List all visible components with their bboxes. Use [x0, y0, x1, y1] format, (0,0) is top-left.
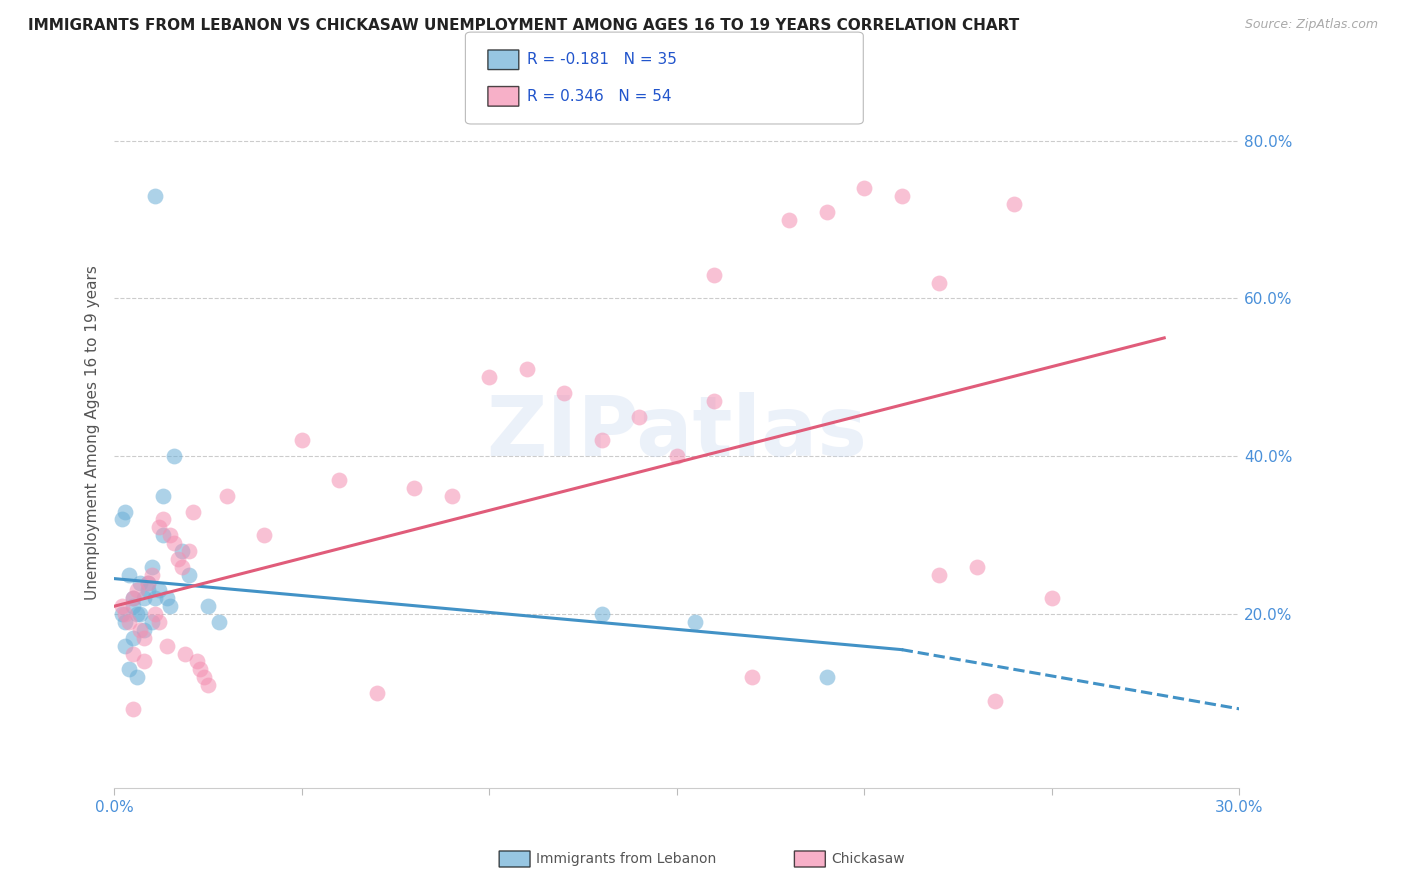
Point: [114, 504, 136, 518]
Point: [122, 591, 145, 606]
Point: [125, 583, 148, 598]
Point: [553, 386, 575, 401]
Point: [156, 639, 179, 653]
Point: [145, 591, 167, 606]
Point: [703, 268, 725, 282]
Point: [984, 694, 1007, 708]
Point: [167, 552, 190, 566]
Point: [253, 528, 276, 542]
Point: [129, 575, 152, 590]
Point: [122, 591, 145, 606]
Point: [366, 686, 388, 700]
Point: [122, 631, 145, 645]
Point: [890, 189, 912, 203]
Point: [111, 599, 134, 614]
Point: [516, 362, 538, 376]
Point: [152, 512, 174, 526]
Point: [328, 473, 350, 487]
Text: Immigrants from Lebanon: Immigrants from Lebanon: [536, 852, 716, 866]
Point: [291, 434, 314, 448]
Point: [186, 655, 208, 669]
Point: [118, 567, 141, 582]
Point: [129, 623, 152, 637]
Point: [197, 678, 219, 692]
Point: [152, 489, 174, 503]
Point: [141, 567, 163, 582]
Point: [591, 434, 613, 448]
Point: [1040, 591, 1063, 606]
Point: [478, 370, 501, 384]
Text: Chickasaw: Chickasaw: [831, 852, 904, 866]
Point: [111, 512, 134, 526]
Text: R = -0.181   N = 35: R = -0.181 N = 35: [527, 53, 678, 67]
Point: [404, 481, 426, 495]
Point: [170, 559, 193, 574]
Point: [163, 450, 186, 464]
Point: [125, 607, 148, 621]
Point: [152, 528, 174, 542]
Point: [122, 702, 145, 716]
Point: [114, 615, 136, 629]
Point: [966, 559, 988, 574]
Point: [170, 544, 193, 558]
Point: [741, 670, 763, 684]
Point: [815, 670, 838, 684]
Point: [208, 615, 231, 629]
Point: [148, 615, 170, 629]
Point: [141, 559, 163, 574]
Point: [197, 599, 219, 614]
Point: [136, 575, 159, 590]
Point: [181, 504, 204, 518]
Text: Source: ZipAtlas.com: Source: ZipAtlas.com: [1244, 18, 1378, 31]
Point: [141, 615, 163, 629]
Y-axis label: Unemployment Among Ages 16 to 19 years: Unemployment Among Ages 16 to 19 years: [86, 265, 100, 600]
Point: [148, 520, 170, 534]
Point: [193, 670, 215, 684]
Point: [928, 567, 950, 582]
Text: R = 0.346   N = 54: R = 0.346 N = 54: [527, 89, 672, 103]
Point: [156, 591, 179, 606]
Point: [134, 623, 156, 637]
Text: IMMIGRANTS FROM LEBANON VS CHICKASAW UNEMPLOYMENT AMONG AGES 16 TO 19 YEARS CORR: IMMIGRANTS FROM LEBANON VS CHICKASAW UNE…: [28, 18, 1019, 33]
Point: [179, 567, 201, 582]
Point: [114, 607, 136, 621]
Point: [148, 583, 170, 598]
Point: [440, 489, 463, 503]
Point: [118, 662, 141, 676]
Point: [129, 607, 152, 621]
Point: [215, 489, 238, 503]
Point: [111, 607, 134, 621]
Point: [118, 615, 141, 629]
Point: [853, 181, 876, 195]
Point: [114, 639, 136, 653]
Point: [134, 591, 156, 606]
Point: [928, 276, 950, 290]
Point: [136, 575, 159, 590]
Point: [163, 536, 186, 550]
Point: [591, 607, 613, 621]
Point: [145, 189, 167, 203]
Point: [122, 647, 145, 661]
Text: ZIPatlas: ZIPatlas: [486, 392, 868, 473]
Point: [815, 204, 838, 219]
Point: [1002, 196, 1025, 211]
Point: [190, 662, 212, 676]
Point: [122, 599, 145, 614]
Point: [778, 212, 800, 227]
Point: [159, 599, 181, 614]
Point: [174, 647, 197, 661]
Point: [179, 544, 201, 558]
Point: [159, 528, 181, 542]
Point: [703, 394, 725, 409]
Point: [134, 631, 156, 645]
Point: [134, 655, 156, 669]
Point: [125, 670, 148, 684]
Point: [628, 409, 651, 424]
Point: [685, 615, 707, 629]
Point: [136, 583, 159, 598]
Point: [665, 450, 688, 464]
Point: [145, 607, 167, 621]
